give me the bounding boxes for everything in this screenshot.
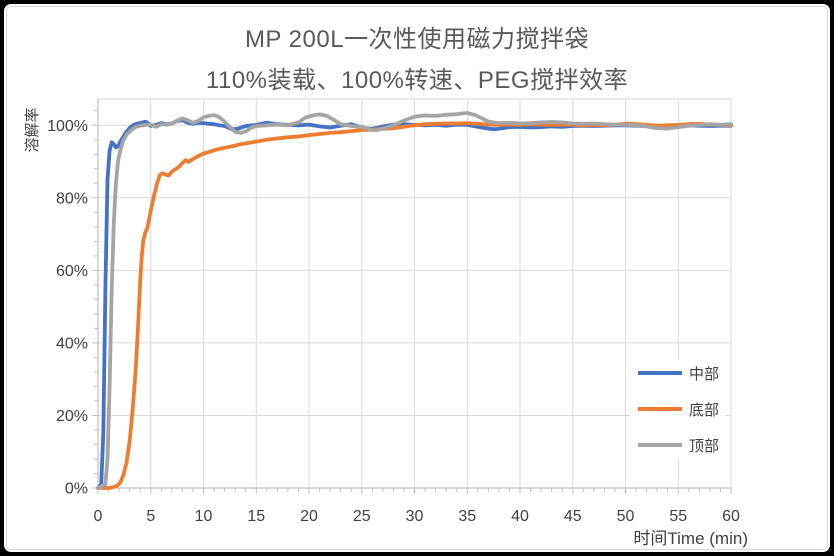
svg-text:10: 10: [195, 508, 213, 525]
legend: 中部 底部 顶部: [630, 360, 726, 458]
svg-text:30: 30: [406, 508, 424, 525]
legend-item-middle: 中部: [638, 362, 719, 384]
chart-title: MP 200L一次性使用磁力搅拌袋: [244, 26, 590, 53]
svg-text:55: 55: [669, 508, 687, 525]
svg-text:50: 50: [617, 508, 635, 525]
x-axis-title: 时间Time (min): [633, 529, 748, 548]
svg-text:20%: 20%: [56, 408, 88, 425]
legend-line-middle-icon: [638, 371, 682, 375]
svg-text:40: 40: [511, 508, 529, 525]
svg-text:80%: 80%: [56, 190, 88, 207]
legend-line-bottom-icon: [638, 407, 682, 411]
chart-subtitle: 110%装载、100%转速、PEG搅拌效率: [205, 67, 629, 94]
svg-text:20: 20: [300, 508, 318, 525]
svg-text:100%: 100%: [47, 118, 88, 135]
x-tick-labels: 0 5 10 15 20 25 30 35 40 45 50 55 60: [94, 508, 740, 525]
y-axis-title: 溶解率: [24, 107, 41, 153]
legend-item-top: 顶部: [638, 434, 719, 456]
svg-text:0: 0: [94, 508, 103, 525]
svg-text:35: 35: [458, 508, 476, 525]
legend-item-bottom: 底部: [638, 398, 719, 420]
series-line-top: [96, 111, 733, 490]
svg-text:15: 15: [247, 508, 265, 525]
svg-text:45: 45: [564, 508, 582, 525]
legend-line-top-icon: [638, 443, 682, 447]
svg-text:60%: 60%: [56, 263, 88, 280]
svg-text:5: 5: [146, 508, 155, 525]
legend-label-middle: 中部: [689, 365, 720, 383]
legend-label-bottom: 底部: [689, 401, 720, 419]
y-tick-labels: 0% 20% 40% 60% 80% 100%: [47, 118, 88, 498]
gridlines: [98, 99, 732, 488]
tick-marks: [92, 110, 732, 494]
svg-text:60: 60: [722, 508, 740, 525]
svg-text:25: 25: [353, 508, 371, 525]
svg-text:40%: 40%: [56, 335, 88, 352]
legend-label-top: 顶部: [689, 437, 720, 455]
svg-text:0%: 0%: [65, 481, 88, 498]
